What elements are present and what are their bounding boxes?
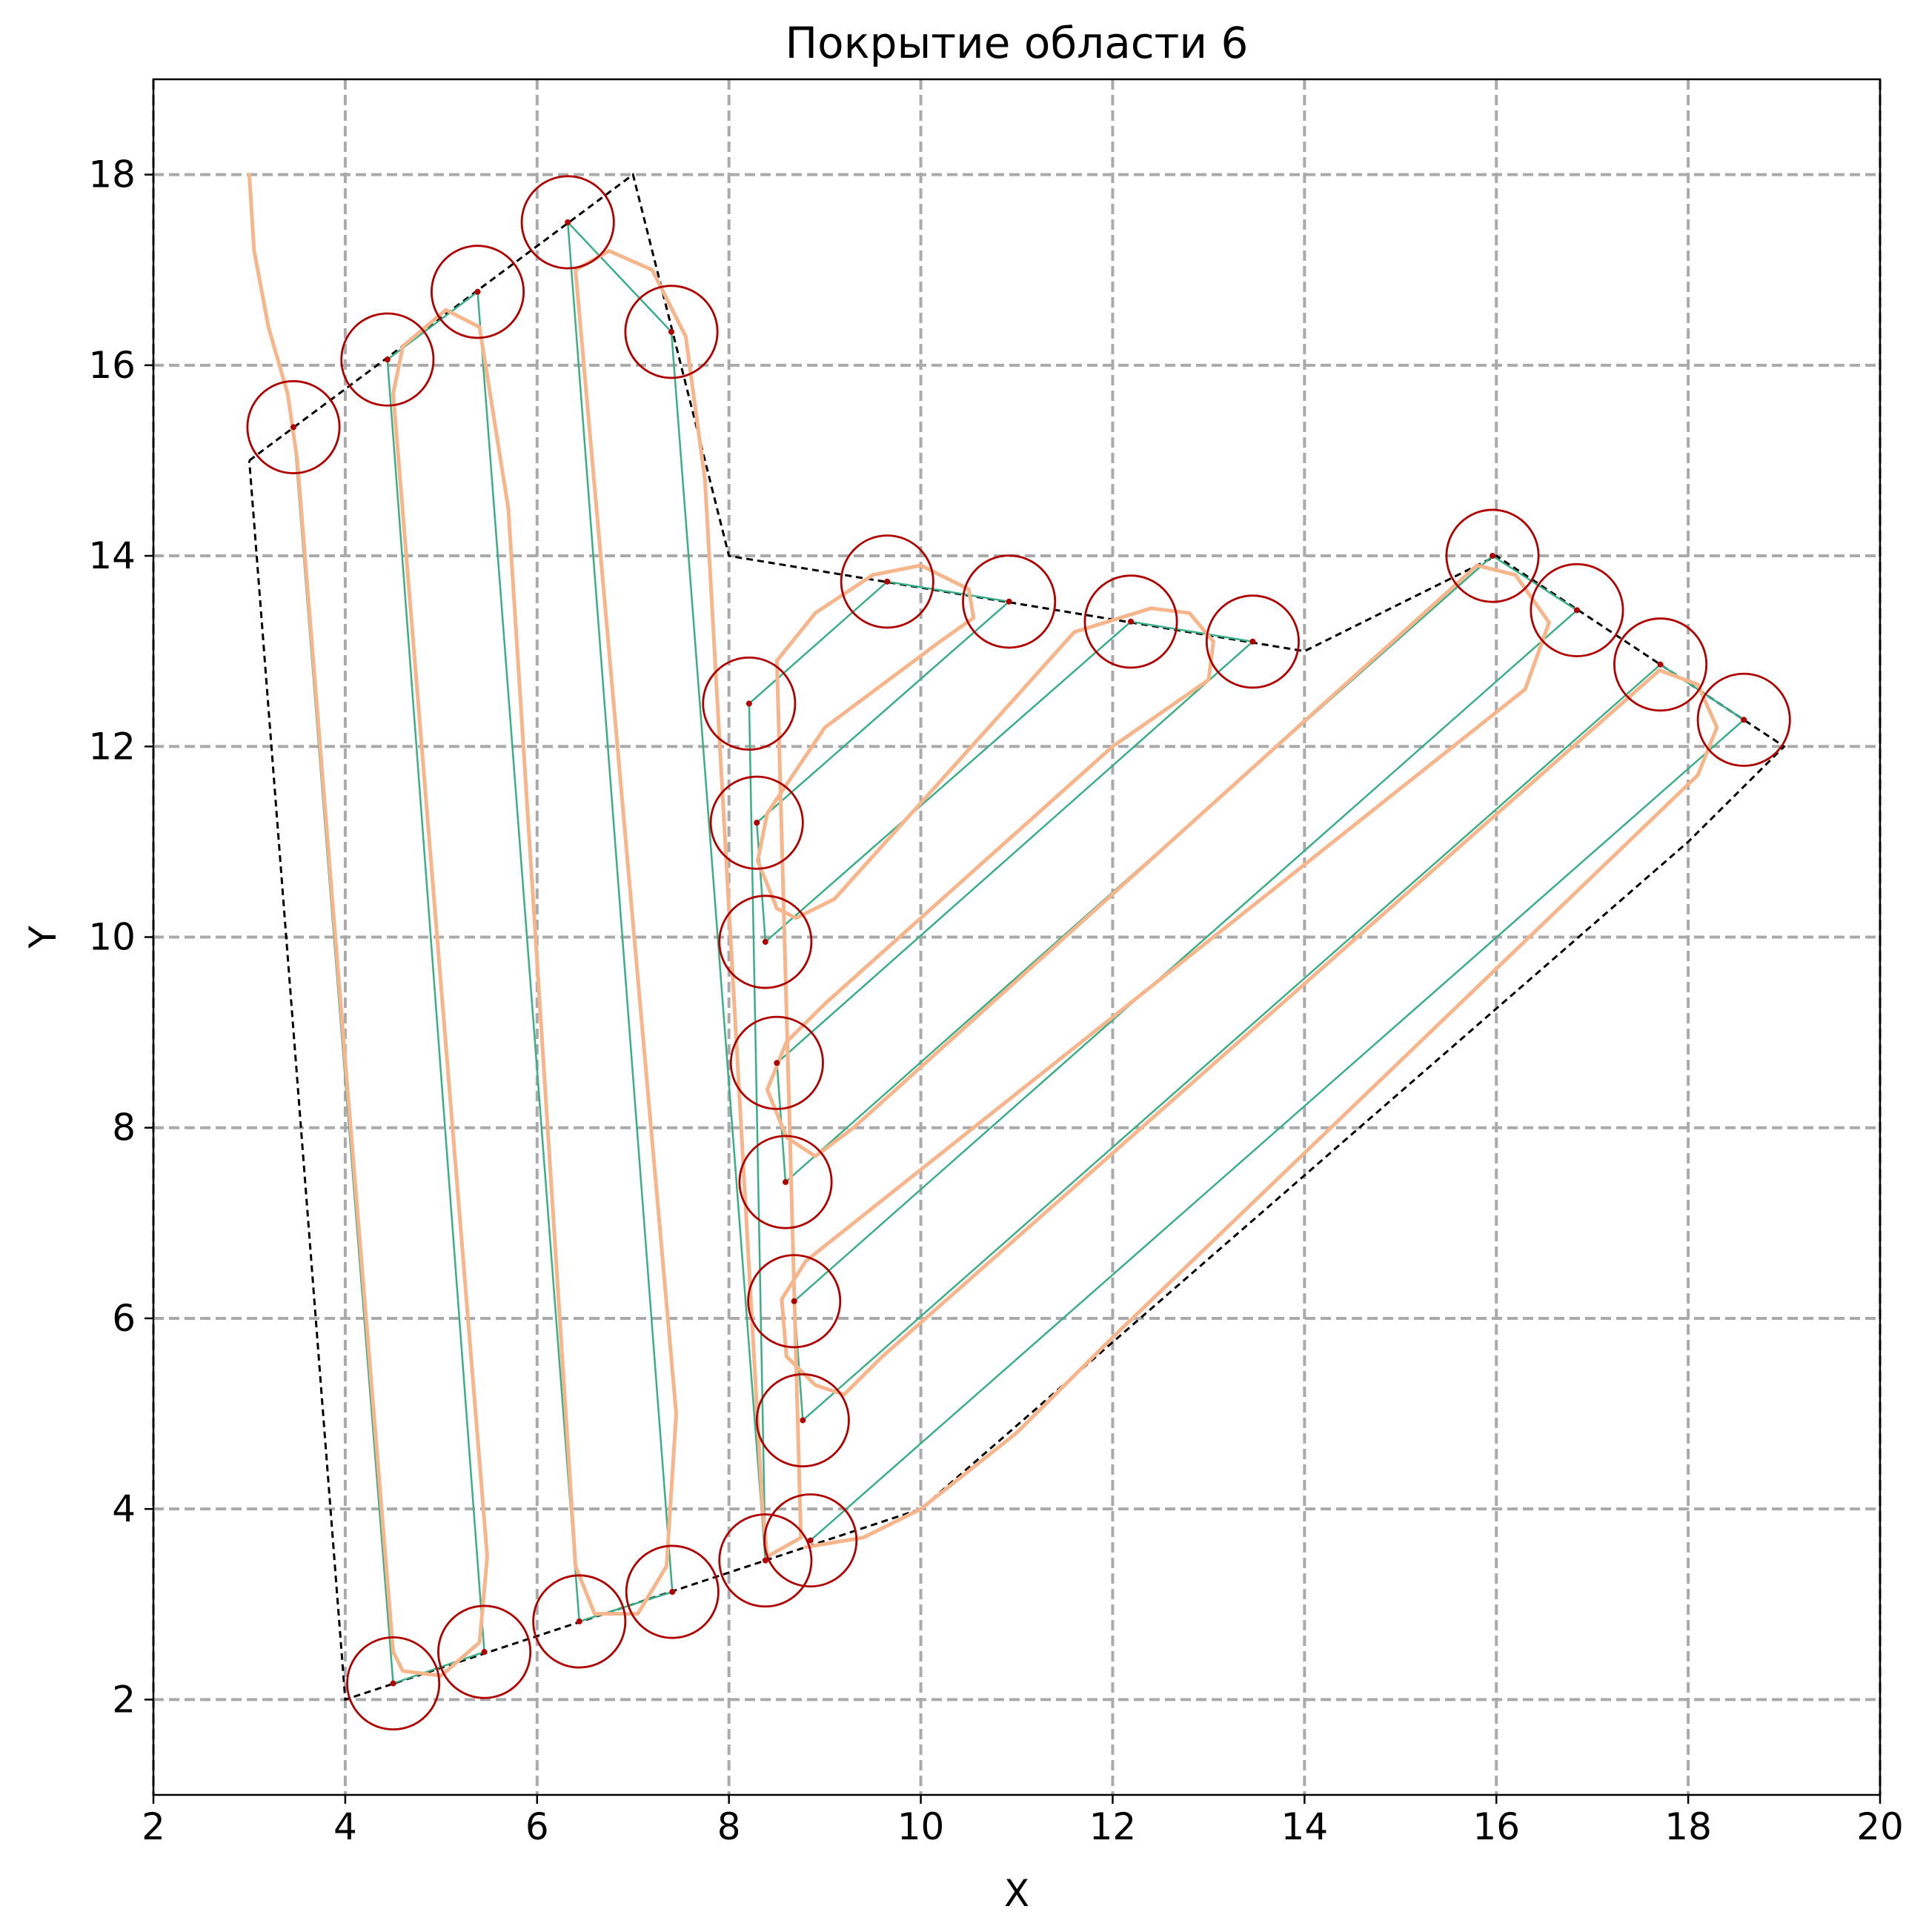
waypoint-dot — [807, 1537, 814, 1544]
coverage-circle — [840, 534, 934, 629]
waypoint-dot — [762, 938, 768, 945]
x-tick-label: 16 — [1472, 1805, 1520, 1848]
coverage-circle — [246, 379, 341, 474]
y-tick-label: 10 — [88, 916, 136, 959]
waypoint-dot — [783, 1179, 789, 1186]
y-tick-label: 14 — [88, 534, 136, 577]
x-tick-label: 4 — [333, 1805, 357, 1848]
coverage-circle — [1205, 594, 1300, 689]
x-tick-label: 6 — [525, 1805, 549, 1848]
waypoint-dot — [791, 1298, 797, 1304]
waypoint-dot — [1249, 638, 1256, 645]
coverage-circle — [437, 1604, 532, 1699]
waypoint-dot — [746, 700, 752, 707]
waypoint-dot — [1490, 553, 1496, 560]
coverage-circle — [718, 894, 813, 989]
zigzag-path — [292, 221, 1745, 1684]
waypoint-dot — [1128, 618, 1135, 625]
coverage-circle — [755, 1373, 850, 1468]
coverage-circle — [520, 175, 615, 270]
y-axis-label: Y — [21, 926, 64, 949]
coverage-circle — [718, 1513, 813, 1608]
coverage-circle — [430, 245, 525, 339]
waypoint-dot — [754, 820, 760, 826]
y-tick-label: 2 — [112, 1678, 136, 1721]
coverage-circle — [702, 656, 797, 751]
y-tick-label: 16 — [88, 344, 136, 387]
y-tick-label: 8 — [112, 1106, 136, 1149]
x-tick-label: 20 — [1856, 1805, 1904, 1848]
coverage-circle — [532, 1574, 627, 1669]
coverage-circle — [624, 285, 719, 379]
waypoint-dot — [1006, 598, 1012, 605]
waypoint-dot — [774, 1060, 780, 1066]
waypoint-dot — [474, 288, 481, 295]
x-tick-label: 14 — [1281, 1805, 1329, 1848]
x-tick-label: 18 — [1664, 1805, 1712, 1848]
y-tick-label: 6 — [112, 1297, 136, 1340]
y-tick-label: 18 — [88, 153, 136, 196]
coverage-circle — [738, 1135, 833, 1229]
trajectory-path — [247, 173, 1719, 1678]
waypoint-dot — [384, 356, 391, 363]
waypoint-dot — [1573, 607, 1580, 614]
chart-title: Покрытие области 6 — [786, 18, 1249, 68]
coverage-circle — [1083, 574, 1178, 669]
x-tick-label: 10 — [897, 1805, 945, 1848]
y-tick-label: 4 — [112, 1487, 136, 1530]
waypoint-dot — [1657, 661, 1664, 668]
waypoint-dot — [390, 1680, 396, 1687]
waypoint-dot — [884, 578, 891, 585]
coverage-circle — [1445, 508, 1540, 603]
coverage-circle — [1530, 562, 1624, 657]
waypoint-dot — [668, 328, 674, 335]
coverage-circle — [962, 554, 1057, 649]
waypoint-dot — [800, 1417, 806, 1424]
waypoint-dot — [290, 424, 296, 431]
ticks-layer: 2 4 6 8 10 12 14 16 18 20 2 4 6 8 10 12 14 16 18 — [88, 153, 1903, 1848]
coverage-circle — [709, 775, 804, 870]
waypoint-dot — [576, 1618, 582, 1624]
coverage-circle — [625, 1544, 720, 1639]
waypoint-dot — [565, 219, 571, 225]
waypoint-dot — [762, 1557, 768, 1564]
x-axis-label: X — [1004, 1872, 1029, 1915]
coverage-circle — [747, 1254, 842, 1349]
coverage-circle — [340, 312, 435, 407]
x-tick-label: 12 — [1089, 1805, 1137, 1848]
data-layer — [246, 173, 1791, 1731]
x-tick-label: 8 — [717, 1805, 741, 1848]
x-tick-label: 2 — [142, 1805, 165, 1848]
coverage-circle — [1696, 672, 1791, 767]
waypoint-dot — [669, 1589, 676, 1596]
waypoint-dot — [1741, 717, 1747, 723]
coverage-circle — [346, 1636, 441, 1731]
coverage-circle — [1613, 617, 1708, 712]
waypoint-dot — [481, 1649, 488, 1656]
coverage-circle — [729, 1015, 824, 1110]
coverage-circle — [763, 1493, 858, 1588]
y-tick-label: 12 — [88, 725, 136, 768]
